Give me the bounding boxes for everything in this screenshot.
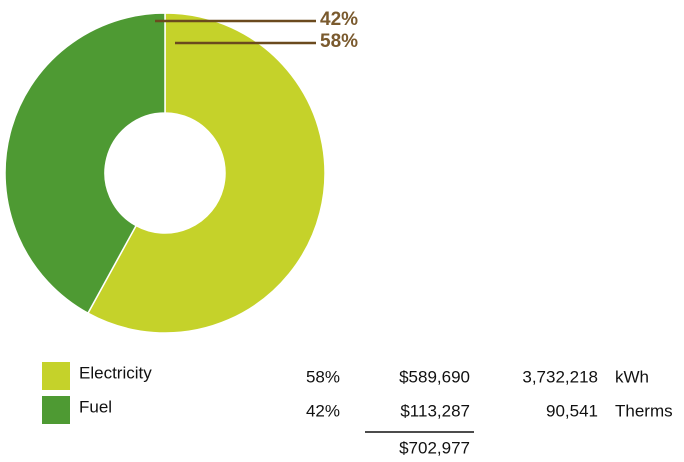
row-percent: 58% bbox=[306, 367, 340, 386]
row-unit: Therms bbox=[615, 401, 673, 420]
donut-slice bbox=[86, 12, 326, 334]
row-cost: $113,287 bbox=[400, 401, 470, 420]
data-label: 58% bbox=[320, 31, 358, 52]
legend-swatch bbox=[42, 396, 70, 424]
row-usage: 90,541 bbox=[546, 401, 598, 420]
legend-label: Electricity bbox=[79, 363, 152, 382]
legend-label: Fuel bbox=[79, 397, 112, 416]
row-usage: 3,732,218 bbox=[522, 367, 598, 386]
total-cost: $702,977 bbox=[399, 438, 470, 457]
donut-slice bbox=[4, 12, 166, 315]
row-unit: kWh bbox=[615, 367, 649, 386]
data-label: 42% bbox=[320, 9, 358, 30]
row-cost: $589,690 bbox=[399, 367, 470, 386]
row-percent: 42% bbox=[306, 401, 340, 420]
legend-swatch bbox=[42, 362, 70, 390]
